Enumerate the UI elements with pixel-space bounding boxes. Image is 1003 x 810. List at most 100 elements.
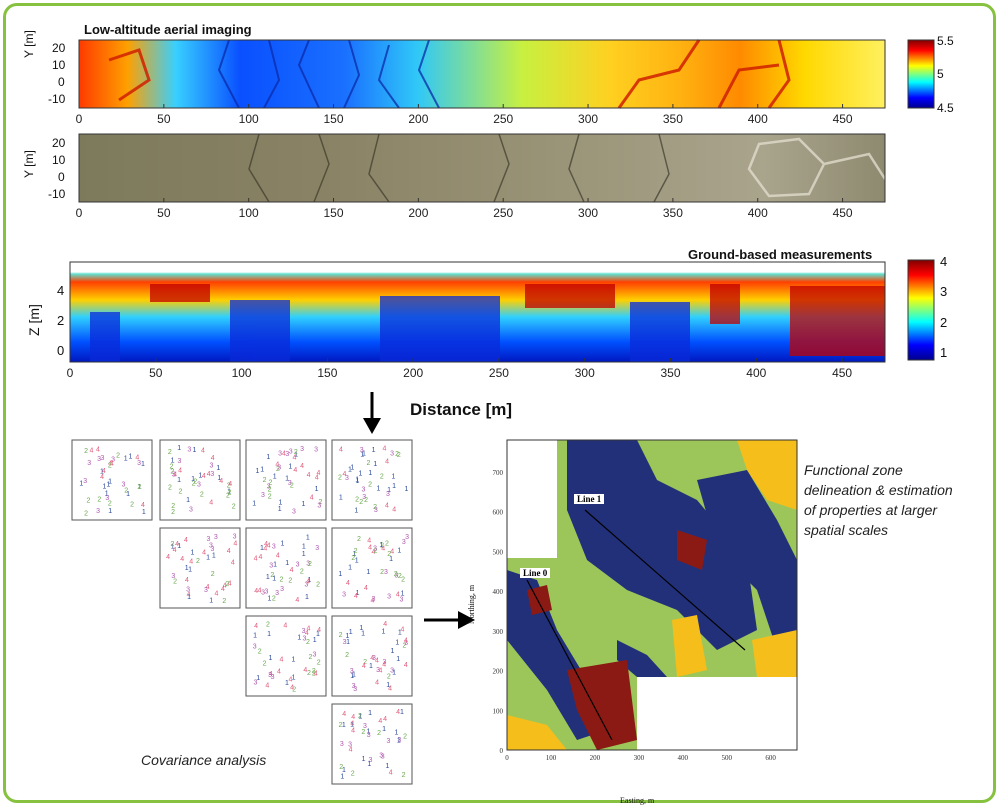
scatter-point: 1 [305, 594, 309, 601]
x-tick-label: 100 [239, 112, 259, 126]
aerial-xticks: 0 50 100 150 200 250 300 350 400 450 [76, 104, 853, 126]
scatter-point: 4 [267, 543, 271, 550]
scatter-point: 3 [367, 732, 371, 739]
scatter-point: 1 [187, 594, 191, 601]
scatter-point: 3 [137, 460, 141, 467]
scatter-point: 1 [191, 476, 195, 483]
scatter-point: 1 [349, 629, 353, 636]
scatter-point: 3 [83, 478, 87, 485]
scatter-point: 4 [315, 475, 319, 482]
scatter-point: 1 [186, 497, 190, 504]
scatter-point: 1 [313, 637, 317, 644]
scatter-point: 4 [293, 454, 297, 461]
scatter-point: 4 [288, 677, 292, 684]
ground-xticks: 0 50 100 150 200 250 300 350 400 450 [67, 358, 852, 380]
scatter-point: 2 [307, 670, 311, 677]
scatter-point: 2 [387, 551, 391, 558]
scatter-point: 1 [350, 464, 354, 471]
scatter-point: 3 [280, 586, 284, 593]
scatter-point: 4 [307, 472, 311, 479]
scatter-point: 4 [187, 591, 191, 598]
scatter-point: 1 [107, 481, 111, 488]
ground-cbar-tick-3: 3 [940, 284, 948, 299]
scatter-point: 4 [342, 711, 346, 718]
scatter-point: 2 [312, 668, 316, 675]
scatter-point: 4 [180, 556, 184, 563]
scatter-point: 3 [348, 742, 352, 749]
scatter-point: 2 [225, 581, 229, 588]
scatter-point: 2 [192, 481, 196, 488]
scatter-point: 4 [305, 630, 309, 637]
scatter-point: 2 [258, 649, 262, 656]
scatter-point: 1 [396, 656, 400, 663]
scatter-point: 1 [266, 574, 270, 581]
scatter-point: 3 [317, 503, 321, 510]
scatter-point: 1 [260, 466, 264, 473]
scatter-point: 4 [364, 585, 368, 592]
scatter-point: 4 [339, 447, 343, 454]
scatter-point: 1 [273, 561, 277, 568]
scatter-point: 3 [374, 507, 378, 514]
scatter-point: 3 [285, 451, 289, 458]
x-tick-label: 50 [157, 112, 171, 126]
photo-xticks: 0 50 100 150 200 250 300 350 400 450 [76, 198, 853, 220]
covariance-cell [331, 703, 413, 785]
scatter-point: 3 [402, 539, 406, 546]
scatter-point: 4 [269, 671, 273, 678]
scatter-point: 3 [87, 460, 91, 467]
aerial-ytick-10: 10 [52, 58, 66, 72]
scatter-point: 1 [79, 480, 83, 487]
scatter-point: 2 [403, 734, 407, 741]
scatter-point: 2 [108, 500, 112, 507]
scatter-point: 4 [404, 637, 408, 644]
scatter-point: 4 [141, 502, 145, 509]
scatter-point: 1 [376, 485, 380, 492]
scatter-point: 3 [306, 561, 310, 568]
scatter-point: 4 [310, 495, 314, 502]
scatter-point: 1 [362, 450, 366, 457]
scatter-point: 2 [312, 670, 316, 677]
scatter-point: 3 [387, 593, 391, 600]
scatter-point: 3 [211, 546, 215, 553]
scatter-point: 4 [254, 588, 258, 595]
x-tick-label: 300 [578, 112, 598, 126]
scatter-point: 1 [400, 709, 404, 716]
scatter-point: 3 [233, 533, 237, 540]
scatter-point: 1 [217, 475, 221, 482]
map-y-tick: 600 [493, 509, 504, 517]
scatter-point: 2 [401, 576, 405, 583]
aerial-y-label: Y [m] [22, 30, 36, 58]
x-tick-label: 400 [748, 112, 768, 126]
covariance-caption: Covariance analysis [141, 752, 267, 768]
scatter-point: 1 [339, 494, 343, 501]
x-tick-label: 450 [833, 112, 853, 126]
x-tick-label: 250 [489, 366, 509, 380]
scatter-point: 4 [290, 567, 294, 574]
scatter-point: 1 [342, 722, 346, 729]
scatter-point: 1 [342, 767, 346, 774]
scatter-point: 3 [100, 455, 104, 462]
scatter-point: 3 [394, 573, 398, 580]
scatter-point: 1 [129, 454, 133, 461]
aerial-ytick-0: 0 [58, 75, 65, 89]
scatter-point: 4 [295, 597, 299, 604]
ground-y-label: Z [m] [26, 304, 42, 336]
scatter-point: 2 [116, 453, 120, 460]
scatter-point: 1 [361, 631, 365, 638]
scatter-point: 2 [377, 730, 381, 737]
x-tick-label: 450 [833, 206, 853, 220]
scatter-point: 2 [367, 460, 371, 467]
scatter-point: 1 [398, 630, 402, 637]
scatter-point: 1 [395, 729, 399, 736]
scatter-point: 2 [308, 561, 312, 568]
scatter-point: 1 [401, 591, 405, 598]
scatter-point: 2 [397, 452, 401, 459]
scatter-point: 4 [349, 747, 353, 754]
scatter-point: 4 [207, 471, 211, 478]
x-tick-label: 0 [76, 206, 83, 220]
map-x-label: Easting, m [620, 796, 655, 805]
scatter-point: 3 [361, 487, 365, 494]
scatter-point: 4 [178, 468, 182, 475]
scatter-point: 3 [404, 640, 408, 647]
scatter-point: 4 [258, 588, 262, 595]
